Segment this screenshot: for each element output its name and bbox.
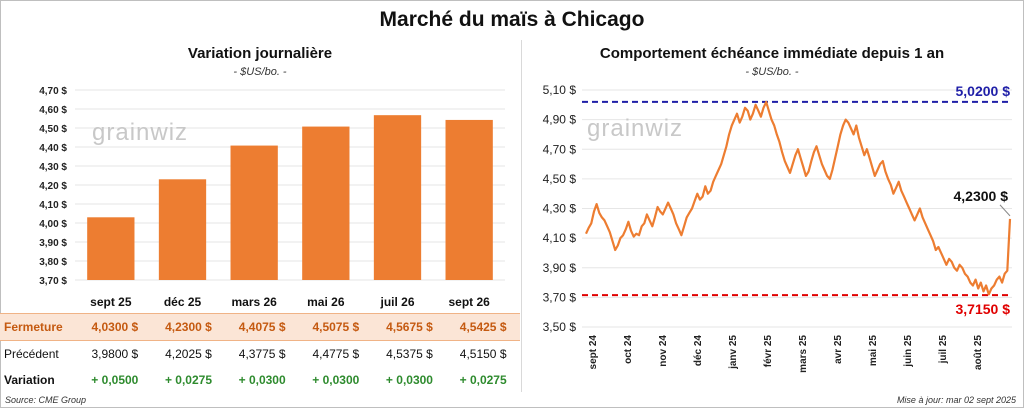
x-tick-label: déc 25: [164, 295, 202, 309]
y-tick-label: 3,70 $: [543, 290, 577, 304]
table-cell: 4,5150 $: [459, 347, 507, 361]
table-cell: 4,4775 $: [312, 347, 360, 361]
y-tick-label: 4,30 $: [543, 202, 577, 216]
max-value-label: 5,0200 $: [956, 83, 1011, 99]
min-value-label: 3,7150 $: [956, 301, 1011, 317]
table-cell: + 0,0275: [164, 373, 212, 387]
table-cell: 4,5675 $: [386, 320, 433, 334]
x-tick-label: nov 24: [658, 335, 669, 367]
table-row: Variation + 0,0500 + 0,0275 + 0,0300 + 0,030…: [0, 367, 520, 393]
table-cell: 4,2025 $: [165, 347, 212, 361]
left-chart-unit: - $US/bo. -: [233, 66, 287, 78]
x-tick-label: avr 25: [833, 335, 844, 364]
y-tick-label: 4,70 $: [39, 86, 67, 97]
bar-juil-26: [373, 115, 422, 280]
right-chart-unit: - $US/bo. -: [745, 66, 799, 78]
x-tick-label: sept 26: [448, 295, 490, 309]
price-line-series: [584, 100, 1012, 296]
table-cell: + 0,0275: [459, 373, 507, 387]
y-tick-label: 3,90 $: [39, 238, 67, 249]
y-tick-label: 4,00 $: [39, 219, 67, 230]
bar-mars-26: [230, 145, 278, 280]
x-tick-label: déc 24: [693, 335, 704, 367]
y-tick-label: 3,90 $: [543, 261, 577, 275]
table-cell: 4,5375 $: [386, 347, 433, 361]
watermark-logo: grainwiz: [92, 119, 188, 146]
y-tick-label: 4,30 $: [39, 162, 67, 173]
last-value-leader: [999, 204, 1011, 217]
x-tick-label: juil 25: [938, 335, 949, 365]
bar-mai-26: [302, 126, 350, 280]
bar-sept-25: [87, 217, 135, 280]
table-cell: 4,5075 $: [312, 320, 360, 334]
x-tick-label: juin 25: [903, 335, 914, 368]
y-tick-label: 4,60 $: [39, 105, 67, 116]
one-year-line-chart: 3,50 $ 3,70 $ 3,90 $ 4,10 $ 4,30 $ 4,50 $ 4,70…: [543, 83, 1012, 373]
table-cell: 4,2300 $: [165, 320, 212, 334]
table-cell: 3,9800 $: [91, 347, 139, 361]
y-tick-label: 3,50 $: [543, 320, 577, 334]
y-tick-label: 4,70 $: [543, 142, 577, 156]
row-label: Variation: [4, 373, 55, 387]
y-tick-label: 4,40 $: [39, 143, 67, 154]
y-tick-label: 3,80 $: [39, 257, 67, 268]
y-tick-label: 4,50 $: [39, 124, 67, 135]
x-tick-label: juil 26: [379, 295, 414, 309]
y-tick-label: 4,20 $: [39, 181, 67, 192]
row-label: Fermeture: [4, 320, 63, 334]
row-label: Précédent: [4, 347, 59, 361]
daily-variation-bar-chart: 3,70 $ 3,80 $ 3,90 $ 4,00 $ 4,10 $ 4,20 $ 4,30…: [39, 86, 505, 309]
bar-déc-25: [158, 179, 207, 280]
left-chart-title: Variation journalière: [187, 45, 333, 62]
x-tick-label: mars 25: [798, 335, 809, 373]
table-cell: 4,5425 $: [459, 320, 507, 334]
y-tick-label: 3,70 $: [39, 276, 67, 287]
x-tick-label: mai 26: [307, 295, 345, 309]
last-value-label: 4,2300 $: [954, 188, 1009, 204]
x-tick-label: sept 24: [588, 335, 599, 370]
y-tick-label: 4,10 $: [39, 200, 67, 211]
bar-sept-26: [445, 119, 493, 280]
source-note: Source: CME Group: [5, 395, 87, 405]
divider: [521, 40, 522, 392]
table-cell: + 0,0300: [312, 373, 360, 387]
page-title: Marché du maïs à Chicago: [379, 8, 645, 31]
futures-table: Fermeture 4,0300 $ 4,2300 $ 4,4075 $ 4,5075 …: [0, 313, 520, 393]
table-row: Fermeture 4,0300 $ 4,2300 $ 4,4075 $ 4,5075 …: [0, 313, 520, 341]
y-tick-label: 4,10 $: [543, 231, 577, 245]
x-tick-label: mai 25: [868, 335, 879, 367]
x-tick-label: août 25: [973, 335, 984, 370]
x-tick-label: sept 25: [90, 295, 132, 309]
y-tick-label: 5,10 $: [543, 83, 577, 97]
x-tick-label: mars 26: [231, 295, 277, 309]
table-cell: + 0,0300: [238, 373, 286, 387]
table-cell: + 0,0500: [91, 373, 139, 387]
right-chart-title: Comportement échéance immédiate depuis 1…: [599, 45, 945, 62]
table-cell: + 0,0300: [385, 373, 433, 387]
x-tick-label: janv 25: [728, 335, 739, 370]
table-cell: 4,3775 $: [238, 347, 286, 361]
watermark-logo: grainwiz: [587, 115, 683, 142]
y-tick-label: 4,50 $: [543, 172, 577, 186]
table-cell: 4,0300 $: [91, 320, 139, 334]
table-row: Précédent 3,9800 $ 4,2025 $ 4,3775 $ 4,4775 …: [0, 341, 520, 368]
table-cell: 4,4075 $: [238, 320, 286, 334]
update-note: Mise à jour: mar 02 sept 2025: [896, 395, 1016, 405]
x-tick-label: févr 25: [763, 335, 774, 368]
y-tick-label: 4,90 $: [543, 113, 577, 127]
x-tick-label: oct 24: [623, 335, 634, 364]
